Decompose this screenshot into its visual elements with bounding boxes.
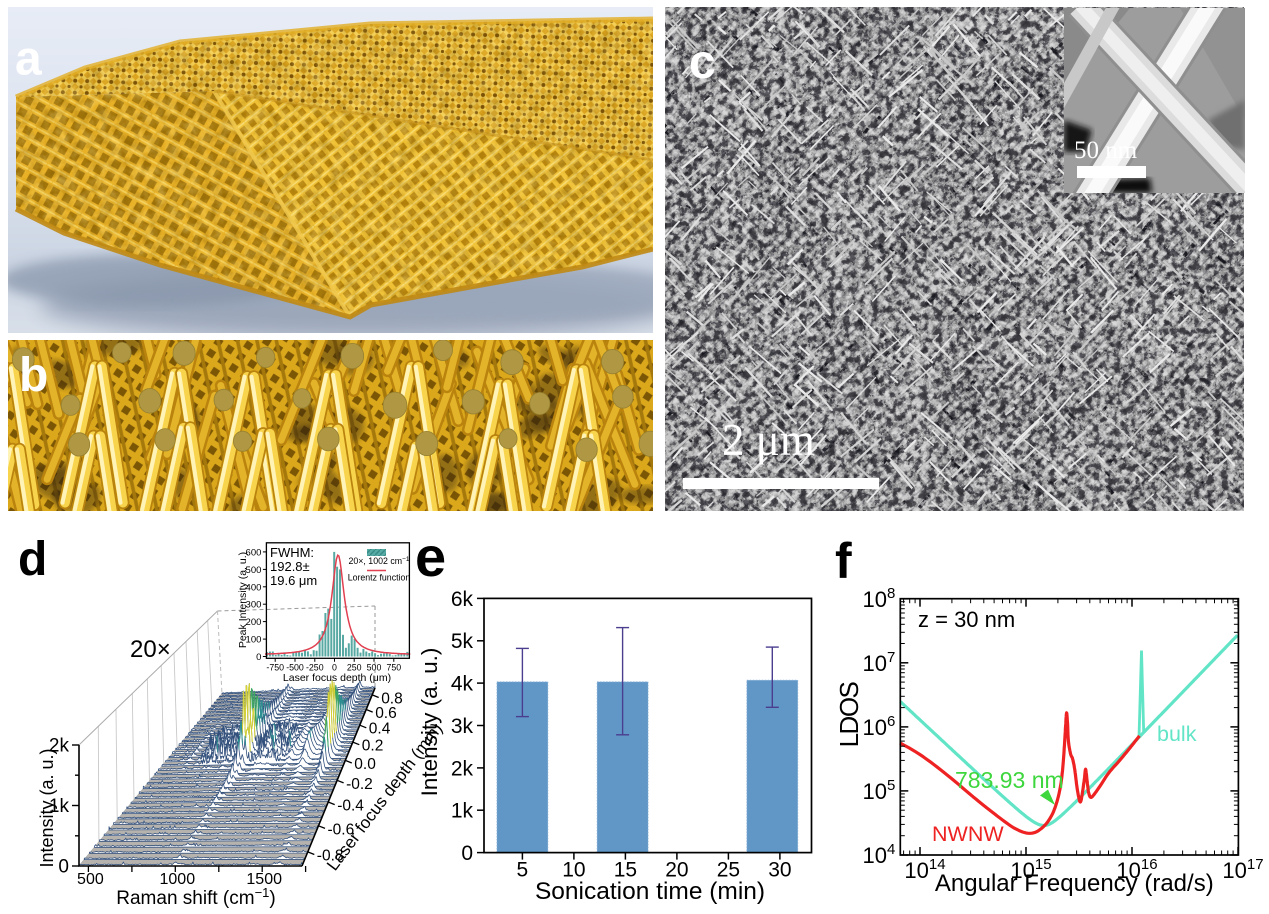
svg-text:a: a bbox=[15, 33, 42, 86]
svg-text:b: b bbox=[19, 349, 48, 402]
svg-text:20: 20 bbox=[665, 859, 688, 882]
svg-text:3k: 3k bbox=[451, 715, 474, 738]
svg-text:e: e bbox=[415, 525, 446, 588]
svg-text:50 nm: 50 nm bbox=[1074, 137, 1138, 164]
svg-text:1017: 1017 bbox=[1222, 856, 1263, 883]
svg-text:Lorentz function: Lorentz function bbox=[348, 573, 411, 583]
svg-text:107: 107 bbox=[862, 649, 895, 676]
svg-text:4k: 4k bbox=[451, 673, 474, 696]
svg-text:0: 0 bbox=[58, 857, 69, 878]
svg-text:0: 0 bbox=[332, 662, 337, 672]
svg-text:6k: 6k bbox=[451, 588, 474, 611]
svg-text:z = 30 nm: z = 30 nm bbox=[918, 607, 1015, 632]
svg-text:25: 25 bbox=[717, 859, 740, 882]
svg-text:Intensity (a. u.): Intensity (a. u.) bbox=[417, 648, 442, 797]
svg-text:100: 100 bbox=[246, 635, 262, 646]
svg-text:-0.6: -0.6 bbox=[328, 821, 355, 838]
svg-text:0.8: 0.8 bbox=[381, 690, 403, 707]
svg-text:FWHM:: FWHM: bbox=[270, 545, 314, 560]
svg-text:200: 200 bbox=[246, 617, 262, 628]
svg-text:0.4: 0.4 bbox=[369, 721, 391, 738]
svg-text:783.93 nm: 783.93 nm bbox=[955, 767, 1064, 793]
svg-text:1014: 1014 bbox=[904, 856, 945, 883]
svg-text:600: 600 bbox=[246, 547, 262, 558]
svg-text:10: 10 bbox=[562, 859, 585, 882]
svg-text:1k: 1k bbox=[451, 800, 474, 823]
svg-text:0.0: 0.0 bbox=[354, 756, 376, 773]
svg-text:-500: -500 bbox=[286, 662, 304, 672]
svg-text:-0.8: -0.8 bbox=[317, 847, 344, 864]
svg-text:2 μm: 2 μm bbox=[722, 415, 815, 465]
svg-text:30: 30 bbox=[768, 859, 791, 882]
svg-text:15: 15 bbox=[614, 859, 637, 882]
svg-text:c: c bbox=[689, 36, 716, 89]
svg-text:NWNW: NWNW bbox=[932, 822, 1004, 846]
svg-text:0.6: 0.6 bbox=[375, 705, 397, 722]
svg-text:-0.2: -0.2 bbox=[346, 776, 373, 793]
svg-text:5: 5 bbox=[517, 859, 529, 882]
svg-text:Angular Frequency (rad/s): Angular Frequency (rad/s) bbox=[935, 870, 1214, 897]
svg-text:f: f bbox=[835, 533, 852, 589]
svg-text:Intensity (a. u.): Intensity (a. u.) bbox=[37, 748, 57, 867]
svg-text:LDOS: LDOS bbox=[834, 681, 864, 747]
svg-text:0.2: 0.2 bbox=[362, 738, 384, 755]
svg-text:2k: 2k bbox=[49, 736, 70, 757]
svg-text:108: 108 bbox=[862, 585, 895, 612]
svg-text:250: 250 bbox=[347, 662, 362, 672]
svg-text:500: 500 bbox=[367, 662, 382, 672]
svg-text:2k: 2k bbox=[451, 757, 474, 780]
svg-text:1000: 1000 bbox=[160, 871, 196, 888]
svg-text:20×: 20× bbox=[130, 636, 171, 663]
svg-text:19.6 μm: 19.6 μm bbox=[270, 573, 317, 588]
svg-text:105: 105 bbox=[862, 777, 895, 804]
svg-text:20×, 1002 cm−1: 20×, 1002 cm−1 bbox=[349, 556, 410, 566]
svg-text:-250: -250 bbox=[306, 662, 324, 672]
svg-text:-750: -750 bbox=[266, 662, 284, 672]
svg-text:d: d bbox=[18, 533, 47, 586]
svg-text:Peak Intensity (a. u.): Peak Intensity (a. u.) bbox=[237, 552, 249, 648]
svg-text:192.8±: 192.8± bbox=[270, 559, 310, 574]
svg-text:1500: 1500 bbox=[246, 871, 282, 888]
svg-text:400: 400 bbox=[246, 582, 262, 593]
svg-text:500: 500 bbox=[246, 565, 262, 576]
svg-text:bulk: bulk bbox=[1157, 722, 1197, 746]
svg-text:5k: 5k bbox=[451, 630, 474, 653]
svg-text:0: 0 bbox=[256, 652, 261, 663]
svg-text:104: 104 bbox=[862, 841, 895, 868]
svg-text:500: 500 bbox=[77, 871, 104, 888]
svg-text:Raman shift (cm−1): Raman shift (cm−1) bbox=[116, 885, 275, 909]
svg-text:750: 750 bbox=[386, 662, 401, 672]
svg-text:1k: 1k bbox=[49, 796, 70, 817]
svg-text:0: 0 bbox=[461, 842, 473, 865]
svg-text:106: 106 bbox=[862, 713, 895, 740]
svg-text:Laser focus depth (μm): Laser focus depth (μm) bbox=[283, 672, 391, 684]
svg-text:300: 300 bbox=[246, 600, 262, 611]
svg-text:Sonication time (min): Sonication time (min) bbox=[535, 878, 765, 905]
svg-text:-0.4: -0.4 bbox=[337, 798, 364, 815]
